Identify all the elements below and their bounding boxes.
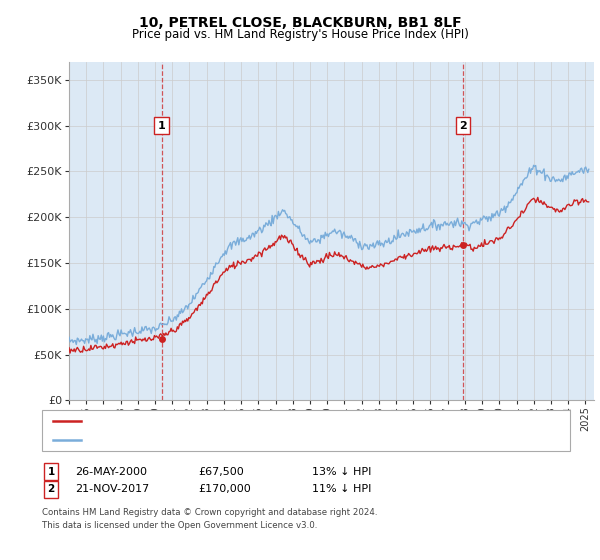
- Text: 21-NOV-2017: 21-NOV-2017: [75, 484, 149, 494]
- Text: 11% ↓ HPI: 11% ↓ HPI: [312, 484, 371, 494]
- Text: HPI: Average price, detached house, Blackburn with Darwen: HPI: Average price, detached house, Blac…: [85, 435, 400, 445]
- Text: 10, PETREL CLOSE, BLACKBURN, BB1 8LF: 10, PETREL CLOSE, BLACKBURN, BB1 8LF: [139, 16, 461, 30]
- Text: £170,000: £170,000: [198, 484, 251, 494]
- Text: £67,500: £67,500: [198, 466, 244, 477]
- Text: 1: 1: [47, 466, 55, 477]
- Text: 10, PETREL CLOSE, BLACKBURN, BB1 8LF (detached house): 10, PETREL CLOSE, BLACKBURN, BB1 8LF (de…: [85, 417, 395, 426]
- Text: 1: 1: [158, 121, 166, 130]
- Text: Contains HM Land Registry data © Crown copyright and database right 2024.
This d: Contains HM Land Registry data © Crown c…: [42, 508, 377, 530]
- Text: 2: 2: [459, 121, 467, 130]
- Text: Price paid vs. HM Land Registry's House Price Index (HPI): Price paid vs. HM Land Registry's House …: [131, 28, 469, 41]
- Text: 26-MAY-2000: 26-MAY-2000: [75, 466, 147, 477]
- Text: 13% ↓ HPI: 13% ↓ HPI: [312, 466, 371, 477]
- Text: 2: 2: [47, 484, 55, 494]
